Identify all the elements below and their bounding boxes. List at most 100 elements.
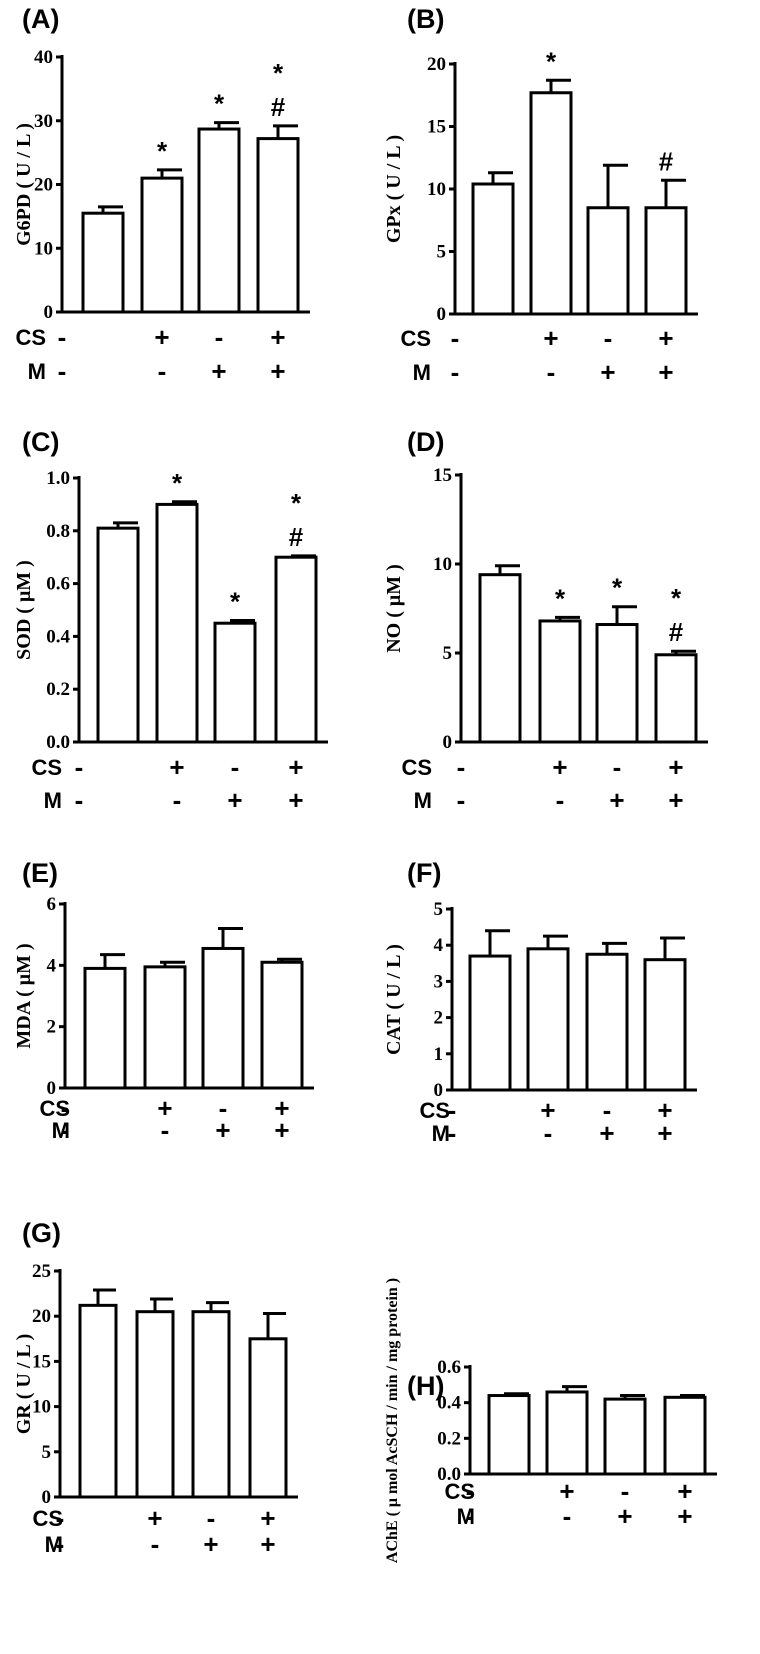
factor-sign: + bbox=[274, 1093, 289, 1123]
significance-marker: # bbox=[289, 522, 304, 552]
y-tick-label: 20 bbox=[427, 54, 446, 75]
bar bbox=[595, 623, 639, 744]
y-tick-label: 10 bbox=[427, 179, 446, 200]
bar bbox=[644, 206, 688, 316]
factor-sign: - bbox=[604, 323, 613, 353]
factor-sign: + bbox=[154, 322, 169, 352]
y-tick-label: 4 bbox=[434, 935, 444, 956]
factor-sign: - bbox=[56, 1529, 65, 1559]
y-tick-label: 10 bbox=[34, 238, 53, 259]
y-tick-label: 4 bbox=[47, 955, 57, 976]
factor-sign: + bbox=[288, 785, 303, 815]
significance-marker: * bbox=[555, 583, 566, 613]
factor-sign: + bbox=[288, 752, 303, 782]
bar bbox=[191, 1310, 231, 1499]
bar bbox=[603, 1397, 647, 1476]
factor-sign: + bbox=[657, 1118, 672, 1148]
factor-label: CS bbox=[400, 326, 431, 351]
factor-sign: + bbox=[677, 1501, 692, 1531]
bar bbox=[654, 653, 698, 744]
y-axis-title: AChE ( μ mol AcSCH / min / mg protein ) bbox=[384, 1278, 401, 1563]
y-tick-label: 5 bbox=[443, 643, 453, 664]
factor-label: M bbox=[44, 788, 62, 813]
bar bbox=[586, 206, 630, 316]
significance-marker: * bbox=[273, 58, 284, 88]
factor-sign: - bbox=[75, 785, 84, 815]
y-tick-label: 0 bbox=[44, 302, 54, 323]
bar bbox=[213, 621, 257, 744]
factor-label: M bbox=[414, 788, 432, 813]
factor-sign: - bbox=[451, 357, 460, 387]
factor-sign: + bbox=[552, 752, 567, 782]
bar bbox=[471, 182, 515, 316]
panel-label: (C) bbox=[22, 427, 59, 457]
factor-sign: - bbox=[603, 1095, 612, 1125]
factor-sign: - bbox=[219, 1093, 228, 1123]
y-tick-label: 15 bbox=[427, 117, 446, 138]
y-tick-label: 1.0 bbox=[46, 468, 70, 489]
bar bbox=[545, 1390, 589, 1476]
y-tick-label: 10 bbox=[433, 554, 452, 575]
factor-label: M bbox=[52, 1118, 70, 1143]
factor-sign: - bbox=[173, 785, 182, 815]
factor-sign: + bbox=[260, 1529, 275, 1559]
factor-sign: + bbox=[147, 1503, 162, 1533]
y-axis-title: GPx ( U / L ) bbox=[383, 135, 405, 243]
factor-sign: + bbox=[668, 752, 683, 782]
bar bbox=[197, 127, 241, 314]
factor-sign: - bbox=[56, 1503, 65, 1533]
panel-label: (F) bbox=[407, 858, 441, 888]
factor-sign: - bbox=[466, 1501, 475, 1531]
factor-sign: - bbox=[151, 1529, 160, 1559]
factor-sign: + bbox=[540, 1095, 555, 1125]
panel-label: (G) bbox=[22, 1218, 61, 1248]
factor-sign: - bbox=[621, 1476, 630, 1506]
factor-label: CS bbox=[39, 1096, 70, 1121]
bar bbox=[468, 954, 512, 1092]
y-tick-label: 0.8 bbox=[46, 521, 70, 542]
y-tick-label: 0 bbox=[42, 1487, 52, 1508]
factor-label: CS bbox=[419, 1098, 450, 1123]
bar bbox=[78, 1303, 118, 1499]
factor-sign: + bbox=[274, 1115, 289, 1145]
y-tick-label: 0.4 bbox=[46, 626, 70, 647]
bar bbox=[81, 211, 125, 314]
bar bbox=[526, 947, 570, 1092]
panel-label: (A) bbox=[22, 4, 59, 34]
y-axis-title: SOD ( μM ) bbox=[13, 560, 35, 660]
bar bbox=[248, 1337, 288, 1499]
bar bbox=[96, 526, 140, 744]
y-tick-label: 0.2 bbox=[46, 679, 70, 700]
factor-sign: - bbox=[466, 1476, 475, 1506]
factor-sign: - bbox=[61, 1093, 70, 1123]
factor-sign: + bbox=[227, 785, 242, 815]
y-tick-label: 0.0 bbox=[437, 1464, 461, 1485]
y-tick-label: 30 bbox=[34, 111, 53, 132]
y-tick-label: 5 bbox=[434, 899, 444, 920]
factor-sign: - bbox=[158, 356, 167, 386]
factor-sign: + bbox=[260, 1503, 275, 1533]
factor-label: CS bbox=[401, 755, 432, 780]
bar bbox=[478, 573, 522, 744]
y-tick-label: 10 bbox=[32, 1397, 51, 1418]
y-tick-label: 0.2 bbox=[437, 1428, 461, 1449]
factor-sign: + bbox=[600, 357, 615, 387]
y-tick-label: 2 bbox=[434, 1008, 444, 1029]
factor-sign: + bbox=[658, 323, 673, 353]
bar bbox=[83, 966, 127, 1090]
significance-marker: * bbox=[157, 136, 168, 166]
bar bbox=[135, 1310, 175, 1499]
factor-sign: + bbox=[270, 356, 285, 386]
significance-marker: * bbox=[612, 573, 623, 603]
chart-panel: (H) 0.0 0.2 0.4 0.6 AChE ( μ mol AcSCH / min … bbox=[384, 1278, 717, 1563]
factor-sign: + bbox=[658, 357, 673, 387]
y-tick-label: 0 bbox=[437, 304, 447, 325]
y-tick-label: 0.6 bbox=[46, 574, 70, 595]
bar bbox=[529, 91, 573, 316]
factor-sign: - bbox=[161, 1115, 170, 1145]
y-tick-label: 6 bbox=[47, 894, 57, 915]
